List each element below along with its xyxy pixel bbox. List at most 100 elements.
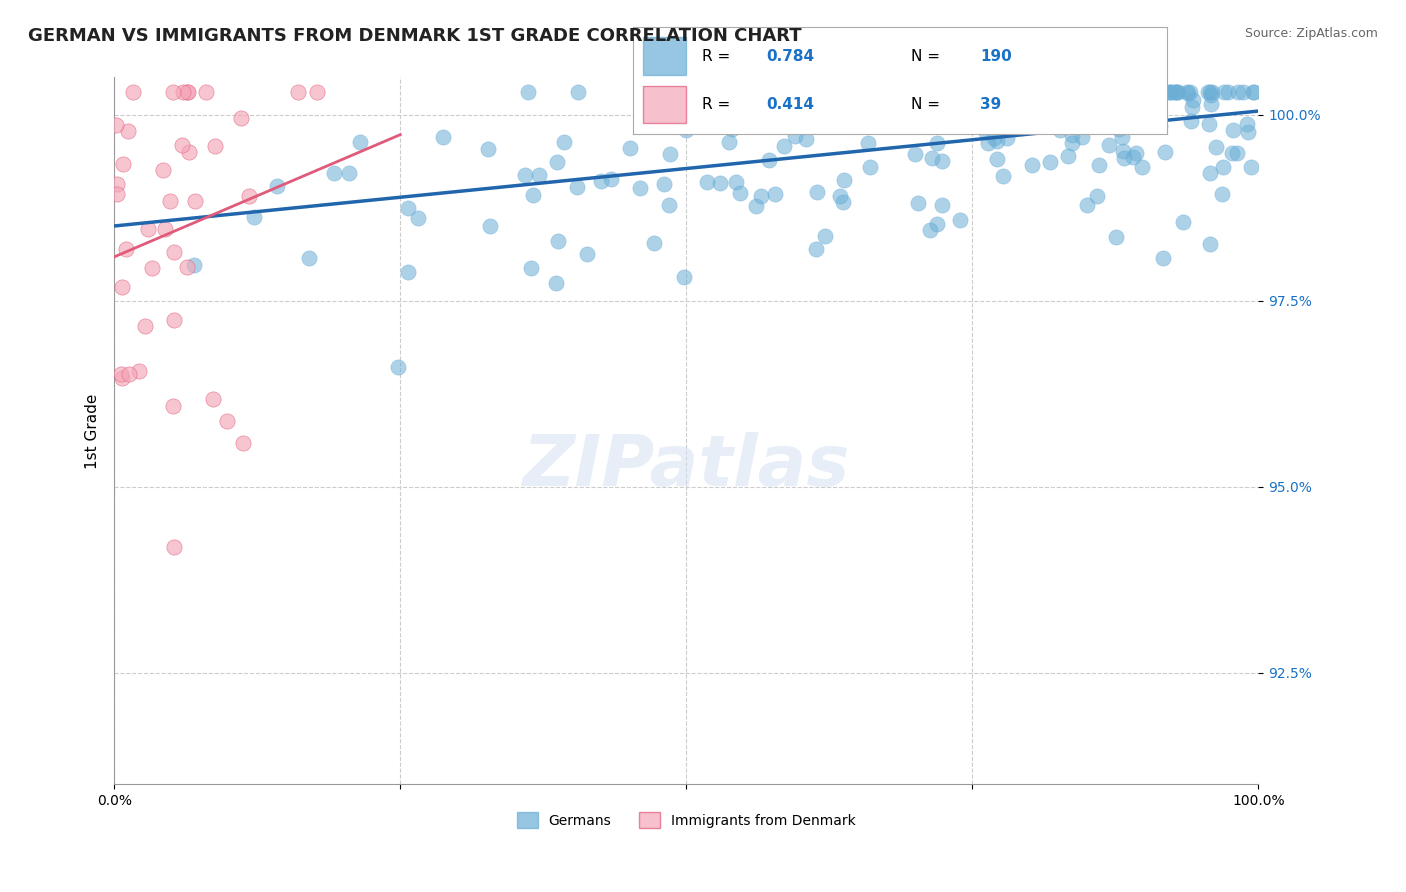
Point — [987, 86, 1010, 100]
Point — [643, 236, 665, 251]
Point — [986, 153, 1008, 167]
Point — [838, 86, 860, 100]
Point — [1112, 145, 1135, 159]
Point — [882, 106, 904, 120]
Point — [832, 86, 855, 100]
Point — [1039, 118, 1062, 132]
Point — [875, 105, 897, 120]
Point — [305, 86, 328, 100]
Point — [896, 87, 918, 102]
Point — [287, 86, 309, 100]
Point — [479, 219, 502, 234]
Point — [980, 113, 1002, 128]
Point — [792, 86, 814, 100]
Point — [232, 435, 254, 450]
Point — [1042, 86, 1064, 100]
Point — [238, 188, 260, 202]
Point — [1108, 86, 1130, 100]
Point — [1180, 114, 1202, 128]
Point — [1232, 86, 1254, 100]
Point — [1031, 86, 1053, 100]
Point — [105, 177, 128, 191]
Point — [855, 86, 877, 100]
Point — [927, 136, 949, 150]
Point — [983, 130, 1005, 145]
Point — [1160, 86, 1182, 100]
Point — [806, 186, 828, 200]
Point — [1049, 123, 1071, 137]
Point — [141, 261, 163, 276]
Point — [1018, 108, 1040, 122]
Point — [1060, 128, 1083, 142]
Point — [751, 188, 773, 202]
Point — [567, 86, 589, 100]
Point — [172, 86, 194, 100]
Point — [396, 265, 419, 279]
Point — [918, 97, 941, 112]
Point — [1067, 118, 1090, 132]
Point — [136, 222, 159, 236]
Point — [1085, 189, 1108, 203]
Point — [1201, 88, 1223, 103]
Point — [856, 136, 879, 150]
Point — [1211, 186, 1233, 201]
Text: Source: ZipAtlas.com: Source: ZipAtlas.com — [1244, 27, 1378, 40]
Point — [734, 116, 756, 130]
Point — [1047, 86, 1070, 100]
Point — [1163, 86, 1185, 100]
Point — [994, 97, 1017, 112]
Point — [1128, 86, 1150, 100]
Point — [298, 251, 321, 265]
Point — [700, 93, 723, 107]
Point — [907, 195, 929, 210]
Point — [266, 179, 288, 194]
Point — [522, 188, 544, 202]
Point — [170, 137, 193, 152]
Point — [758, 153, 780, 167]
Point — [717, 136, 740, 150]
Point — [1198, 117, 1220, 131]
Point — [1167, 86, 1189, 100]
Point — [1201, 86, 1223, 100]
Point — [658, 147, 681, 161]
Point — [1050, 86, 1073, 100]
Point — [755, 86, 778, 100]
Point — [858, 160, 880, 174]
Point — [1152, 86, 1174, 100]
Point — [513, 168, 536, 182]
Point — [547, 234, 569, 248]
Point — [1153, 145, 1175, 159]
Point — [744, 86, 766, 100]
Point — [477, 142, 499, 156]
Point — [794, 132, 817, 146]
Point — [714, 109, 737, 123]
FancyBboxPatch shape — [644, 86, 686, 123]
Point — [1159, 86, 1181, 100]
Point — [243, 210, 266, 224]
Point — [1130, 160, 1153, 174]
Text: GERMAN VS IMMIGRANTS FROM DENMARK 1ST GRADE CORRELATION CHART: GERMAN VS IMMIGRANTS FROM DENMARK 1ST GR… — [28, 27, 801, 45]
Point — [872, 100, 894, 114]
Point — [1105, 229, 1128, 244]
Point — [765, 186, 787, 201]
Point — [1236, 117, 1258, 131]
Y-axis label: 1st Grade: 1st Grade — [86, 393, 100, 468]
Point — [1056, 149, 1078, 163]
Point — [1108, 122, 1130, 136]
Point — [1213, 86, 1236, 100]
Point — [828, 189, 851, 203]
Point — [163, 244, 186, 259]
Point — [202, 392, 225, 406]
Point — [1152, 86, 1174, 100]
Point — [1164, 86, 1187, 100]
Point — [1198, 86, 1220, 100]
Point — [1222, 122, 1244, 136]
Point — [1182, 93, 1205, 107]
Point — [553, 135, 575, 149]
Point — [1149, 119, 1171, 133]
Point — [1125, 145, 1147, 160]
Point — [1226, 146, 1249, 161]
Point — [1042, 86, 1064, 100]
Point — [1178, 86, 1201, 100]
Point — [981, 86, 1004, 100]
